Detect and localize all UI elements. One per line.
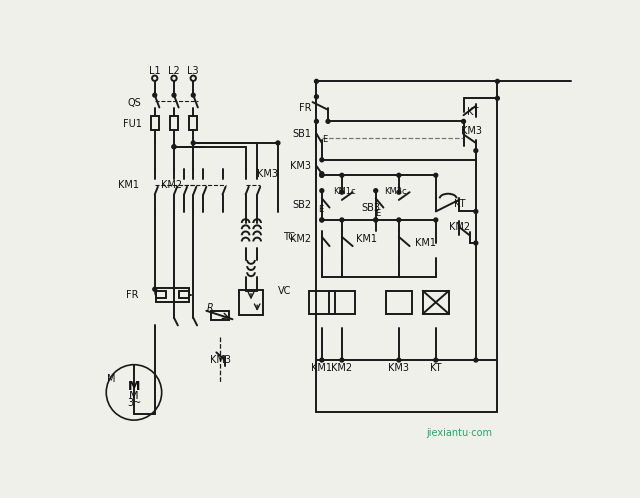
Text: M: M <box>107 374 115 383</box>
Text: KT: KT <box>430 363 442 373</box>
Circle shape <box>340 358 344 362</box>
Text: KM1: KM1 <box>311 363 332 373</box>
Text: KM1: KM1 <box>356 234 377 244</box>
Bar <box>156 288 189 302</box>
Text: KM1: KM1 <box>415 238 436 248</box>
Text: L3: L3 <box>188 66 199 76</box>
Circle shape <box>172 145 176 149</box>
Circle shape <box>191 93 195 97</box>
Text: L2: L2 <box>168 66 180 76</box>
Text: KM3: KM3 <box>388 363 410 373</box>
Bar <box>422 291 449 314</box>
Bar <box>239 290 262 315</box>
Circle shape <box>474 210 478 213</box>
Bar <box>170 116 178 130</box>
Circle shape <box>320 173 324 177</box>
Bar <box>308 291 335 314</box>
Text: E: E <box>323 135 328 144</box>
Circle shape <box>320 173 324 177</box>
Bar <box>329 291 355 314</box>
Circle shape <box>495 79 499 83</box>
Circle shape <box>320 358 324 362</box>
Text: FR: FR <box>299 103 311 113</box>
Text: KM3: KM3 <box>257 169 278 179</box>
Circle shape <box>172 145 176 149</box>
Circle shape <box>153 93 157 97</box>
Circle shape <box>320 218 324 222</box>
Circle shape <box>434 218 438 222</box>
Text: KM1c: KM1c <box>333 187 355 196</box>
Circle shape <box>495 96 499 100</box>
Text: QS: QS <box>128 98 141 108</box>
Text: KM2c: KM2c <box>385 187 407 196</box>
Circle shape <box>340 173 344 177</box>
Circle shape <box>474 241 478 245</box>
Text: KM3: KM3 <box>210 355 230 365</box>
Text: R: R <box>207 303 214 313</box>
Circle shape <box>191 141 195 145</box>
Bar <box>151 116 159 130</box>
Text: E: E <box>319 205 324 215</box>
Circle shape <box>276 141 280 145</box>
Circle shape <box>374 218 378 222</box>
Text: KM1: KM1 <box>118 179 139 190</box>
Circle shape <box>397 218 401 222</box>
Circle shape <box>340 218 344 222</box>
Text: FU1: FU1 <box>123 120 141 129</box>
Circle shape <box>314 120 318 124</box>
Text: KT: KT <box>467 107 479 117</box>
Circle shape <box>172 93 176 97</box>
Circle shape <box>397 190 401 194</box>
Circle shape <box>374 218 378 222</box>
Circle shape <box>326 120 330 124</box>
Circle shape <box>320 158 324 162</box>
Text: KT: KT <box>454 199 465 209</box>
Bar <box>386 291 412 314</box>
Text: KM2: KM2 <box>161 179 182 190</box>
Text: FR: FR <box>126 290 139 300</box>
Circle shape <box>474 149 478 152</box>
Circle shape <box>461 120 465 124</box>
Text: M: M <box>128 380 140 393</box>
Text: 3~: 3~ <box>127 398 141 408</box>
Circle shape <box>474 358 478 362</box>
Circle shape <box>320 189 324 193</box>
Text: E: E <box>374 209 380 218</box>
Text: KM3: KM3 <box>461 125 482 135</box>
Bar <box>189 116 197 130</box>
Text: SB2: SB2 <box>292 200 311 210</box>
Text: L1: L1 <box>149 66 161 76</box>
Bar <box>211 311 230 320</box>
Circle shape <box>320 172 324 176</box>
Text: VC: VC <box>278 286 291 296</box>
Circle shape <box>397 173 401 177</box>
Text: SB3: SB3 <box>362 203 381 213</box>
Text: jiexiantu·com: jiexiantu·com <box>426 428 492 438</box>
Circle shape <box>340 190 344 194</box>
Circle shape <box>434 173 438 177</box>
Text: M: M <box>129 391 139 401</box>
Circle shape <box>153 287 157 291</box>
Circle shape <box>374 189 378 193</box>
Circle shape <box>397 358 401 362</box>
Text: KM2: KM2 <box>449 222 470 232</box>
Circle shape <box>434 358 438 362</box>
Circle shape <box>314 95 318 99</box>
Text: KM2: KM2 <box>290 234 311 244</box>
Text: SB1: SB1 <box>292 129 311 139</box>
Circle shape <box>314 79 318 83</box>
Text: KM2: KM2 <box>332 363 353 373</box>
Circle shape <box>320 218 324 222</box>
Text: KM3: KM3 <box>290 161 311 171</box>
Text: TC: TC <box>284 232 295 242</box>
